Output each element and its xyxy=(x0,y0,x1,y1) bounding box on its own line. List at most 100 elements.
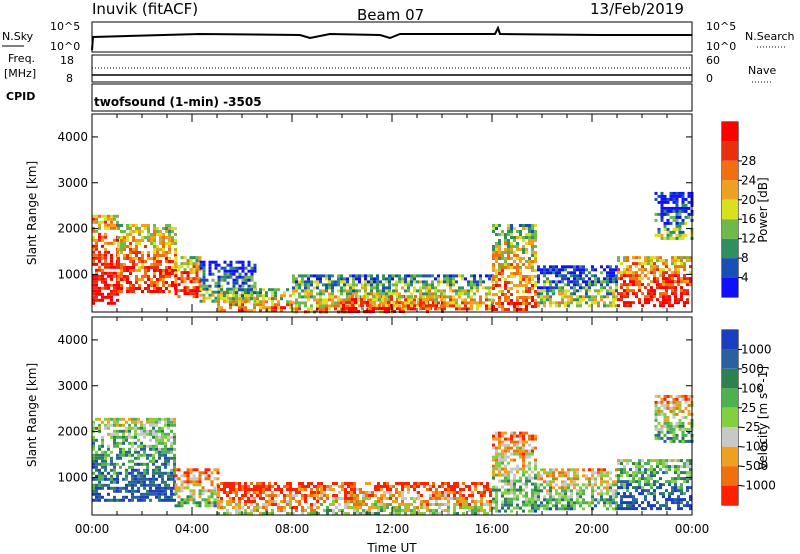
power-echo-cell xyxy=(378,304,381,307)
power-echo-cell xyxy=(519,284,522,287)
velocity-echo-cell xyxy=(654,436,658,440)
velocity-echo-cell xyxy=(198,474,202,478)
velocity-echo-cell xyxy=(173,465,176,469)
power-echo-cell xyxy=(95,298,98,302)
power-echo-cell xyxy=(256,300,259,304)
power-echo-cell xyxy=(612,301,615,305)
power-echo-cell xyxy=(153,248,156,251)
velocity-echo-cell xyxy=(217,488,220,491)
velocity-echo-cell xyxy=(152,456,155,460)
power-echo-cell xyxy=(174,265,178,269)
velocity-echo-cell xyxy=(626,507,629,511)
power-echo-cell xyxy=(678,227,682,231)
power-echo-cell xyxy=(410,283,413,287)
velocity-echo-cell xyxy=(662,459,665,463)
power-echo-cell xyxy=(632,271,635,275)
power-echo-cell xyxy=(355,295,358,299)
velocity-echo-cell xyxy=(323,494,326,497)
power-echo-cell xyxy=(396,298,399,301)
velocity-echo-cell xyxy=(582,507,585,511)
velocity-echo-cell xyxy=(170,471,173,475)
velocity-echo-cell xyxy=(140,462,143,466)
power-echo-cell xyxy=(635,265,638,269)
velocity-echo-cell xyxy=(555,492,558,496)
power-echo-cell xyxy=(675,203,679,207)
velocity-echo-cell xyxy=(486,488,489,491)
velocity-echo-cell xyxy=(98,453,101,457)
velocity-echo-cell xyxy=(531,500,534,504)
power-echo-cell xyxy=(241,294,244,298)
power-echo-cell xyxy=(153,224,156,227)
velocity-echo-cell xyxy=(368,482,371,485)
velocity-echo-cell xyxy=(686,504,689,508)
power-echo-cell xyxy=(244,288,247,292)
velocity-echo-cell xyxy=(654,400,658,404)
velocity-echo-cell xyxy=(653,504,656,508)
power-echo-cell xyxy=(104,295,107,299)
velocity-echo-cell xyxy=(310,506,313,509)
velocity-echo-cell xyxy=(95,438,98,442)
velocity-echo-cell xyxy=(465,506,468,509)
power-echo-cell xyxy=(662,271,665,275)
power-echo-cell xyxy=(199,260,203,264)
power-echo-cell xyxy=(396,295,399,298)
power-echo-cell xyxy=(600,283,603,287)
velocity-echo-cell xyxy=(444,491,447,494)
power-echo-cell xyxy=(516,299,519,302)
power-echo-cell xyxy=(513,236,516,239)
power-echo-cell xyxy=(183,280,187,284)
velocity-echo-cell xyxy=(392,506,395,509)
power-echo-cell xyxy=(376,283,379,287)
power-echo-cell xyxy=(392,283,395,287)
velocity-echo-cell xyxy=(626,462,629,466)
velocity-echo-cell xyxy=(289,500,292,503)
power-echo-cell xyxy=(620,295,623,299)
velocity-echo-cell xyxy=(189,495,193,499)
power-echo-cell xyxy=(395,301,398,305)
velocity-echo-cell xyxy=(101,471,104,475)
power-echo-cell xyxy=(280,294,283,298)
power-echo-cell xyxy=(232,297,235,301)
power-echo-cell xyxy=(295,283,298,287)
power-echo-cell xyxy=(171,269,174,272)
velocity-echo-cell xyxy=(347,512,350,515)
velocity-colorbar-tick-label: 100 xyxy=(741,381,764,395)
velocity-echo-cell xyxy=(226,509,229,512)
power-echo-cell xyxy=(189,292,193,296)
power-echo-cell xyxy=(116,214,119,218)
velocity-echo-cell xyxy=(368,491,371,494)
velocity-echo-cell xyxy=(207,474,211,478)
velocity-echo-cell xyxy=(504,467,507,471)
power-echo-cell xyxy=(686,301,689,305)
power-echo-cell xyxy=(528,224,531,227)
velocity-echo-cell xyxy=(666,421,670,425)
velocity-echo-cell xyxy=(662,492,665,496)
power-echo-cell xyxy=(274,303,277,307)
velocity-echo-cell xyxy=(350,488,353,491)
velocity-echo-cell xyxy=(561,471,564,475)
velocity-echo-cell xyxy=(283,509,286,512)
velocity-echo-cell xyxy=(131,477,134,481)
velocity-echo-cell xyxy=(669,394,673,398)
power-echo-cell xyxy=(104,286,107,290)
power-echo-cell xyxy=(337,295,340,299)
power-echo-cell xyxy=(485,298,488,302)
power-echo-cell xyxy=(522,308,525,311)
velocity-echo-cell xyxy=(528,449,531,453)
power-echo-cell xyxy=(684,215,688,219)
power-ytick-label: 4000 xyxy=(57,130,88,144)
power-echo-cell xyxy=(376,304,379,308)
velocity-echo-cell xyxy=(675,421,679,425)
power-echo-cell xyxy=(259,309,262,313)
velocity-echo-cell xyxy=(570,507,573,511)
power-echo-cell xyxy=(301,283,304,287)
power-echo-cell xyxy=(107,265,110,269)
velocity-echo-cell xyxy=(167,426,170,430)
power-echo-cell xyxy=(525,305,528,308)
power-echo-cell xyxy=(488,292,491,296)
power-echo-cell xyxy=(313,274,316,278)
power-echo-cell xyxy=(647,256,650,260)
power-echo-cell xyxy=(555,268,558,272)
power-colorbar-cell xyxy=(722,122,738,142)
velocity-echo-cell xyxy=(662,483,665,487)
